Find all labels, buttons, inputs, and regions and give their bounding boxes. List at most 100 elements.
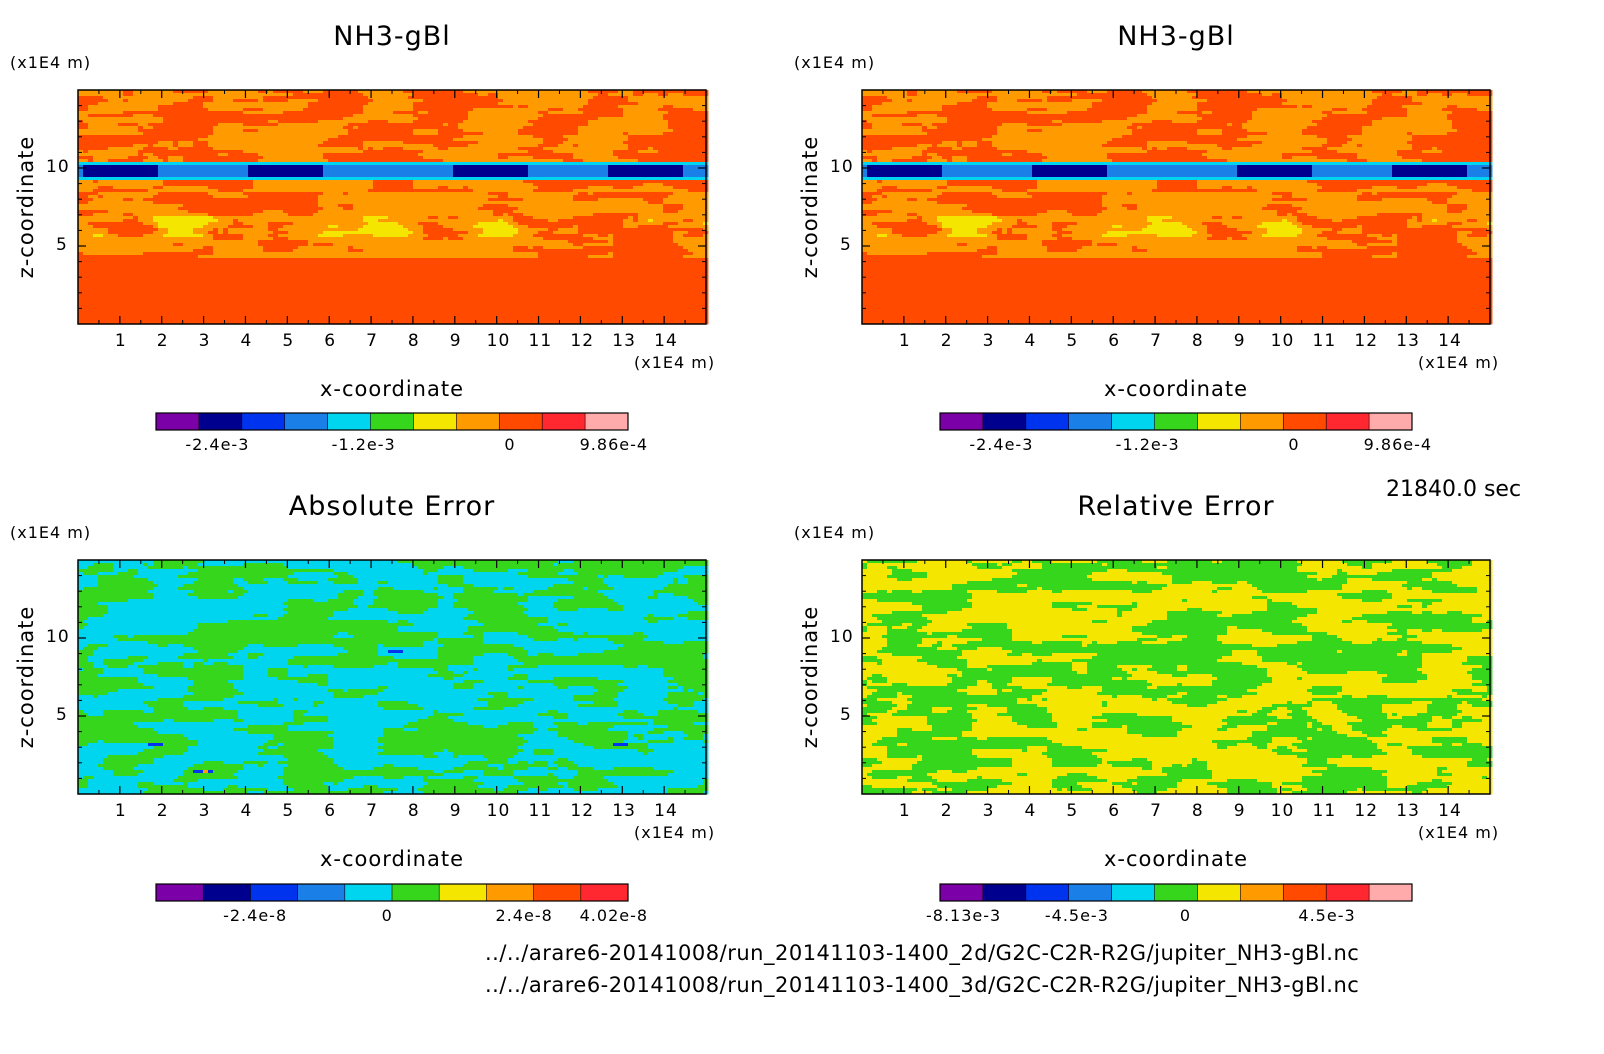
x-tick-label: 2 xyxy=(941,331,953,351)
colorbar-tick-label: 0 xyxy=(382,906,393,925)
colorbar-swatch xyxy=(413,413,456,430)
x-tick-label: 10 xyxy=(1271,801,1295,821)
z-unit-label: (x1E4 m) xyxy=(10,523,91,542)
z-axis-label: z-coordinate xyxy=(798,136,822,279)
x-tick-label: 12 xyxy=(1354,801,1378,821)
colorbar-swatch xyxy=(1326,413,1369,430)
x-tick-label: 7 xyxy=(366,331,378,351)
x-tick-label: 9 xyxy=(450,331,462,351)
colorbar-swatch xyxy=(1326,884,1369,901)
colorbar-swatch xyxy=(392,884,440,901)
x-tick-label: 3 xyxy=(983,331,995,351)
colorbar-swatch xyxy=(1112,884,1155,901)
x-tick-label: 14 xyxy=(654,801,678,821)
colorbar-swatch xyxy=(285,413,328,430)
x-tick-label: 14 xyxy=(1438,331,1462,351)
x-tick-label: 7 xyxy=(366,801,378,821)
z-tick-label: 5 xyxy=(840,705,852,725)
x-tick-label: 8 xyxy=(1192,331,1204,351)
colorbar-swatch xyxy=(940,413,983,430)
file-path-2d: ../../arare6-20141008/run_20141103-1400_… xyxy=(485,941,1359,965)
colorbar-swatch xyxy=(1155,413,1198,430)
x-tick-label: 8 xyxy=(1192,801,1204,821)
x-tick-label: 9 xyxy=(450,801,462,821)
x-tick-label: 8 xyxy=(408,801,420,821)
x-unit-label: (x1E4 m) xyxy=(634,823,715,842)
colorbar-tick-label: -1.2e-3 xyxy=(1116,435,1180,454)
x-unit-label: (x1E4 m) xyxy=(1418,353,1499,372)
colorbar-tick-label: 9.86e-4 xyxy=(580,435,648,454)
x-tick-label: 14 xyxy=(654,331,678,351)
colorbar-swatch xyxy=(1283,884,1326,901)
colorbar-tick-label: -2.4e-8 xyxy=(223,906,287,925)
z-unit-label: (x1E4 m) xyxy=(794,53,875,72)
x-tick-label: 8 xyxy=(408,331,420,351)
x-tick-label: 13 xyxy=(612,331,636,351)
x-axis-label: x-coordinate xyxy=(1104,377,1248,401)
x-tick-label: 5 xyxy=(1066,801,1078,821)
x-tick-label: 9 xyxy=(1234,331,1246,351)
x-tick-label: 6 xyxy=(1108,331,1120,351)
x-tick-label: 5 xyxy=(282,331,294,351)
x-tick-label: 9 xyxy=(1234,801,1246,821)
colorbar-swatch xyxy=(585,413,628,430)
heatmap-field-4 xyxy=(862,560,1492,794)
z-tick-label: 5 xyxy=(56,705,68,725)
colorbar-swatch xyxy=(1283,413,1326,430)
z-tick-label: 10 xyxy=(46,627,70,647)
colorbar-tick-label: 2.4e-8 xyxy=(496,906,553,925)
colorbar-tick-label: -1.2e-3 xyxy=(332,435,396,454)
x-tick-label: 13 xyxy=(1396,801,1420,821)
z-tick-label: 10 xyxy=(830,627,854,647)
colorbar-tick-label: -8.13e-3 xyxy=(926,906,1001,925)
colorbar-swatch xyxy=(439,884,487,901)
x-tick-label: 12 xyxy=(570,801,594,821)
x-tick-label: 7 xyxy=(1150,331,1162,351)
x-tick-label: 4 xyxy=(1024,331,1036,351)
z-axis-label: z-coordinate xyxy=(14,606,38,749)
x-tick-label: 13 xyxy=(1396,331,1420,351)
colorbar-swatch xyxy=(250,884,298,901)
colorbar-swatch xyxy=(499,413,542,430)
colorbar-swatch xyxy=(1026,884,1069,901)
colorbar-swatch xyxy=(486,884,534,901)
x-tick-label: 6 xyxy=(1108,801,1120,821)
colorbar-swatch xyxy=(203,884,251,901)
colorbar-swatch xyxy=(534,884,582,901)
x-tick-label: 13 xyxy=(612,801,636,821)
colorbar-swatch xyxy=(1197,413,1240,430)
x-tick-label: 6 xyxy=(324,331,336,351)
x-axis-label: x-coordinate xyxy=(320,847,464,871)
z-tick-label: 10 xyxy=(46,157,70,177)
x-tick-label: 12 xyxy=(570,331,594,351)
panel-title: NH3-gBl xyxy=(1117,21,1235,52)
x-tick-label: 3 xyxy=(199,801,211,821)
x-tick-label: 10 xyxy=(487,331,511,351)
x-tick-label: 1 xyxy=(115,331,127,351)
colorbar-tick-label: -4.5e-3 xyxy=(1045,906,1109,925)
time-label: 21840.0 sec xyxy=(1386,477,1521,502)
colorbar-swatch xyxy=(371,413,414,430)
z-axis-label: z-coordinate xyxy=(14,136,38,279)
colorbar-tick-label: 4.02e-8 xyxy=(580,906,648,925)
x-tick-label: 12 xyxy=(1354,331,1378,351)
x-tick-label: 10 xyxy=(1271,331,1295,351)
colorbar-swatch xyxy=(1369,884,1412,901)
panel-title: Relative Error xyxy=(1077,491,1274,522)
colorbar-swatch xyxy=(1240,884,1283,901)
x-tick-label: 1 xyxy=(115,801,127,821)
colorbar-swatch xyxy=(1069,884,1112,901)
file-path-3d: ../../arare6-20141008/run_20141103-1400_… xyxy=(485,973,1359,997)
colorbar-swatch xyxy=(1369,413,1412,430)
z-axis-label: z-coordinate xyxy=(798,606,822,749)
colorbar-tick-label: 0 xyxy=(1288,435,1299,454)
x-unit-label: (x1E4 m) xyxy=(1418,823,1499,842)
x-tick-label: 3 xyxy=(199,331,211,351)
x-tick-label: 11 xyxy=(1313,331,1337,351)
x-tick-label: 4 xyxy=(1024,801,1036,821)
colorbar-swatch xyxy=(328,413,371,430)
colorbar-swatch xyxy=(581,884,629,901)
x-unit-label: (x1E4 m) xyxy=(634,353,715,372)
x-tick-label: 4 xyxy=(240,801,252,821)
colorbar-swatch xyxy=(156,413,199,430)
